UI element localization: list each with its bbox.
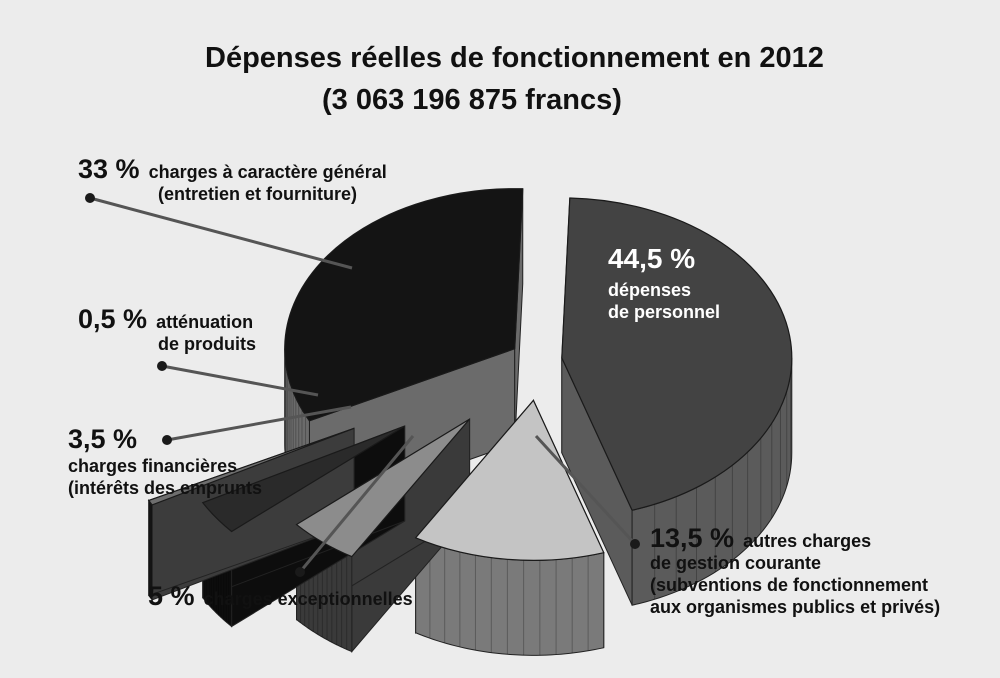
slice-label-general: 33 % charges à caractère général (entret… bbox=[78, 156, 387, 205]
leader-line-gestion bbox=[534, 434, 637, 546]
leader-dot-general bbox=[85, 193, 95, 203]
leader-dot-financieres bbox=[162, 435, 172, 445]
leader-dot-gestion bbox=[630, 539, 640, 549]
slice-text-personnel-1: dépenses bbox=[608, 280, 692, 300]
slice-top-financieres bbox=[201, 425, 405, 533]
slice-label-gestion: 13,5 % autres charges de gestion courant… bbox=[650, 525, 941, 618]
slice-label-financieres: 3,5 % charges financières (intérêts des … bbox=[68, 426, 263, 499]
slice-text-gestion-2: de gestion courante bbox=[650, 553, 822, 573]
slice-pct-gestion: 13,5 % bbox=[650, 523, 735, 553]
slice-text-gestion-4: aux organismes publics et privés) bbox=[650, 597, 941, 617]
leader-line-general bbox=[89, 196, 353, 270]
chart-title: Dépenses réelles de fonctionnement en 20… bbox=[205, 42, 824, 74]
slice-pct-exceptionnelles: 5 % bbox=[148, 581, 195, 611]
slice-label-personnel: 44,5 % dépenses de personnel bbox=[608, 245, 721, 323]
slice-text-financieres-2: (intérêts des emprunts bbox=[68, 478, 263, 498]
slice-text-financieres-1: charges financières bbox=[68, 456, 238, 476]
slice-top-general bbox=[284, 188, 524, 422]
slice-top-gestion bbox=[414, 399, 605, 561]
slice-text-general-1: charges à caractère général bbox=[148, 162, 387, 182]
slice-pct-financieres: 3,5 % bbox=[68, 424, 138, 454]
slice-pct-attenuation: 0,5 % bbox=[78, 304, 148, 334]
slice-top-attenuation bbox=[147, 427, 355, 506]
slice-text-personnel-2: de personnel bbox=[608, 302, 721, 322]
leader-line-attenuation bbox=[161, 364, 319, 397]
leader-line-financieres bbox=[166, 405, 352, 442]
slice-text-exceptionnelles-1: charges exceptionnelles bbox=[203, 589, 413, 609]
leader-line-exceptionnelles bbox=[298, 435, 415, 573]
chart-subtitle: (3 063 196 875 francs) bbox=[322, 84, 622, 116]
slice-text-gestion-3: (subventions de fonctionnement bbox=[650, 575, 929, 595]
slice-text-general-2: (entretien et fourniture) bbox=[158, 184, 358, 204]
slice-pct-general: 33 % bbox=[78, 154, 140, 184]
slice-text-gestion-1: autres charges bbox=[743, 531, 872, 551]
leader-dot-attenuation bbox=[157, 361, 167, 371]
slice-label-exceptionnelles: 5 % charges exceptionnelles bbox=[148, 583, 413, 610]
slice-pct-personnel: 44,5 % bbox=[608, 243, 696, 274]
slice-text-attenuation-1: atténuation bbox=[156, 312, 254, 332]
leader-dot-exceptionnelles bbox=[295, 567, 305, 577]
slice-label-attenuation: 0,5 % atténuation de produits bbox=[78, 306, 256, 355]
slice-top-personnel bbox=[561, 197, 793, 511]
slice-text-attenuation-2: de produits bbox=[158, 334, 256, 354]
